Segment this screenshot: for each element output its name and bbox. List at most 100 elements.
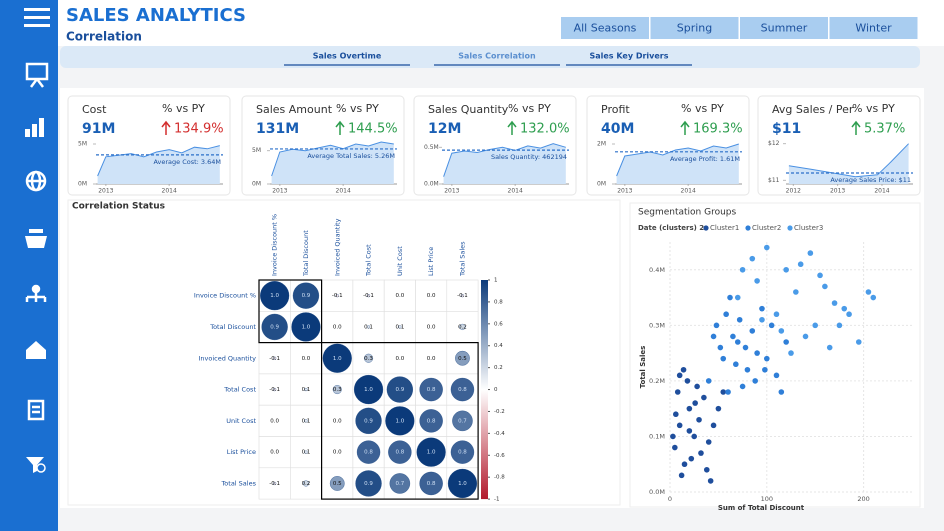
correlation-value: 0.9 xyxy=(395,387,404,393)
season-label[interactable]: Summer xyxy=(761,22,808,35)
icon-presentation[interactable] xyxy=(25,62,49,88)
season-button[interactable] xyxy=(740,17,828,39)
scatter-point xyxy=(686,405,693,412)
kpi-change: 134.9% xyxy=(174,122,224,137)
scatter-point xyxy=(705,439,712,445)
scatter-point xyxy=(754,278,760,284)
correlation-value: 0.1 xyxy=(302,418,311,424)
correlation-value: 0.0 xyxy=(427,356,436,362)
correlation-value: 0.8 xyxy=(395,450,404,456)
correlation-circle xyxy=(261,313,288,341)
correlation-circle xyxy=(291,312,321,342)
spark-x-label: 2014 xyxy=(336,188,351,195)
scatter-point xyxy=(733,361,739,368)
matrix-cell xyxy=(321,404,354,437)
correlation-value: 0.8 xyxy=(364,450,373,456)
scatter-point xyxy=(870,294,877,301)
scatter-point xyxy=(681,461,688,468)
correlation-circle xyxy=(329,476,345,491)
block-border xyxy=(258,279,323,344)
scatter-point xyxy=(768,322,775,329)
x-tick-label: 200 xyxy=(857,495,869,503)
season-button[interactable] xyxy=(561,17,649,39)
nav-tab[interactable]: Sales Key Drivers xyxy=(589,52,668,61)
scatter-point xyxy=(680,366,687,373)
legend-title: Date (clusters) 2 xyxy=(638,224,704,232)
correlation-value: 0.1 xyxy=(302,387,311,393)
scatter-point xyxy=(817,272,823,279)
colorbar-label: -0.6 xyxy=(494,453,505,459)
nav-tab[interactable]: Sales Overtime xyxy=(313,52,382,61)
season-label[interactable]: Spring xyxy=(677,22,713,35)
spark-area xyxy=(616,144,739,184)
scatter-point xyxy=(672,444,678,451)
spark-area xyxy=(271,142,394,184)
scatter-point xyxy=(865,289,872,295)
correlation-value: 0.9 xyxy=(364,481,373,487)
kpi-value: $11 xyxy=(772,121,801,137)
season-label[interactable]: All Seasons xyxy=(574,22,637,35)
correlation-circle xyxy=(302,480,309,487)
scatter-point xyxy=(773,372,780,379)
column-label: Total Sales xyxy=(458,241,466,277)
scatter-point xyxy=(773,311,780,318)
season-label[interactable]: Winter xyxy=(855,22,892,35)
correlation-value: 0.1 xyxy=(302,450,311,456)
icon-basket[interactable] xyxy=(25,229,47,248)
x-tick-label: 0 xyxy=(668,495,672,503)
average-label: Average Sales Price: $11 xyxy=(830,176,911,184)
spark-y-label: 0M xyxy=(252,181,261,188)
correlation-circle xyxy=(304,450,308,454)
icon-bars[interactable] xyxy=(25,118,44,137)
icon-globe[interactable] xyxy=(25,170,47,192)
correlation-circle xyxy=(416,437,446,467)
season-button[interactable] xyxy=(650,17,739,39)
spark-area xyxy=(443,143,566,184)
correlation-circle xyxy=(447,468,477,498)
kpi-value: 40M xyxy=(601,121,634,137)
colorbar xyxy=(481,280,488,500)
menu-icon[interactable] xyxy=(24,8,50,27)
scatter-point xyxy=(705,378,712,384)
correlation-value: 1.0 xyxy=(302,324,311,330)
correlation-value: 1.0 xyxy=(458,481,467,487)
average-label: Average Total Sales: 5.26M xyxy=(307,152,395,160)
scatter-point xyxy=(812,322,818,329)
correlation-circle xyxy=(385,406,415,436)
icon-home[interactable] xyxy=(26,341,46,359)
correlation-value: 0.8 xyxy=(427,481,436,487)
spark-x-label: 2013 xyxy=(98,188,113,195)
kpi-arrow xyxy=(851,120,861,135)
icon-network[interactable] xyxy=(25,284,47,302)
title: SALES ANALYTICS xyxy=(66,5,246,26)
scatter-point xyxy=(764,355,770,362)
correlation-value: 0.2 xyxy=(458,324,467,330)
scatter-point xyxy=(762,366,768,373)
spark-line xyxy=(97,145,220,177)
scatter-point xyxy=(696,416,702,423)
y-axis-title: Total Sales xyxy=(639,346,647,389)
scatter-point xyxy=(783,339,789,345)
season-button[interactable] xyxy=(829,17,918,39)
kpi-arrow xyxy=(507,120,517,135)
colorbar-label: -0.2 xyxy=(494,409,505,415)
correlation-value: -0.1 xyxy=(269,387,280,393)
y-tick-label: 0.0M xyxy=(649,488,665,496)
scatter-point xyxy=(674,389,681,395)
scatter-point xyxy=(764,244,770,251)
correlation-circle xyxy=(273,481,277,486)
icon-filter[interactable] xyxy=(26,457,46,473)
correlation-value: 0.0 xyxy=(333,324,342,330)
correlation-value: 0.9 xyxy=(302,293,311,299)
nav-icons xyxy=(25,62,49,473)
icon-report[interactable] xyxy=(27,399,45,421)
spark-y-label: 0M xyxy=(78,181,87,188)
scatter-point xyxy=(707,478,714,484)
kpi-compare: % vs PY xyxy=(336,102,379,115)
colorbar-label: 0.4 xyxy=(494,343,503,349)
nav-tab[interactable]: Sales Correlation xyxy=(458,52,536,61)
scatter-point xyxy=(720,355,727,362)
kpi-title: Sales Quantity xyxy=(428,103,509,116)
correlation-circle xyxy=(450,377,475,402)
